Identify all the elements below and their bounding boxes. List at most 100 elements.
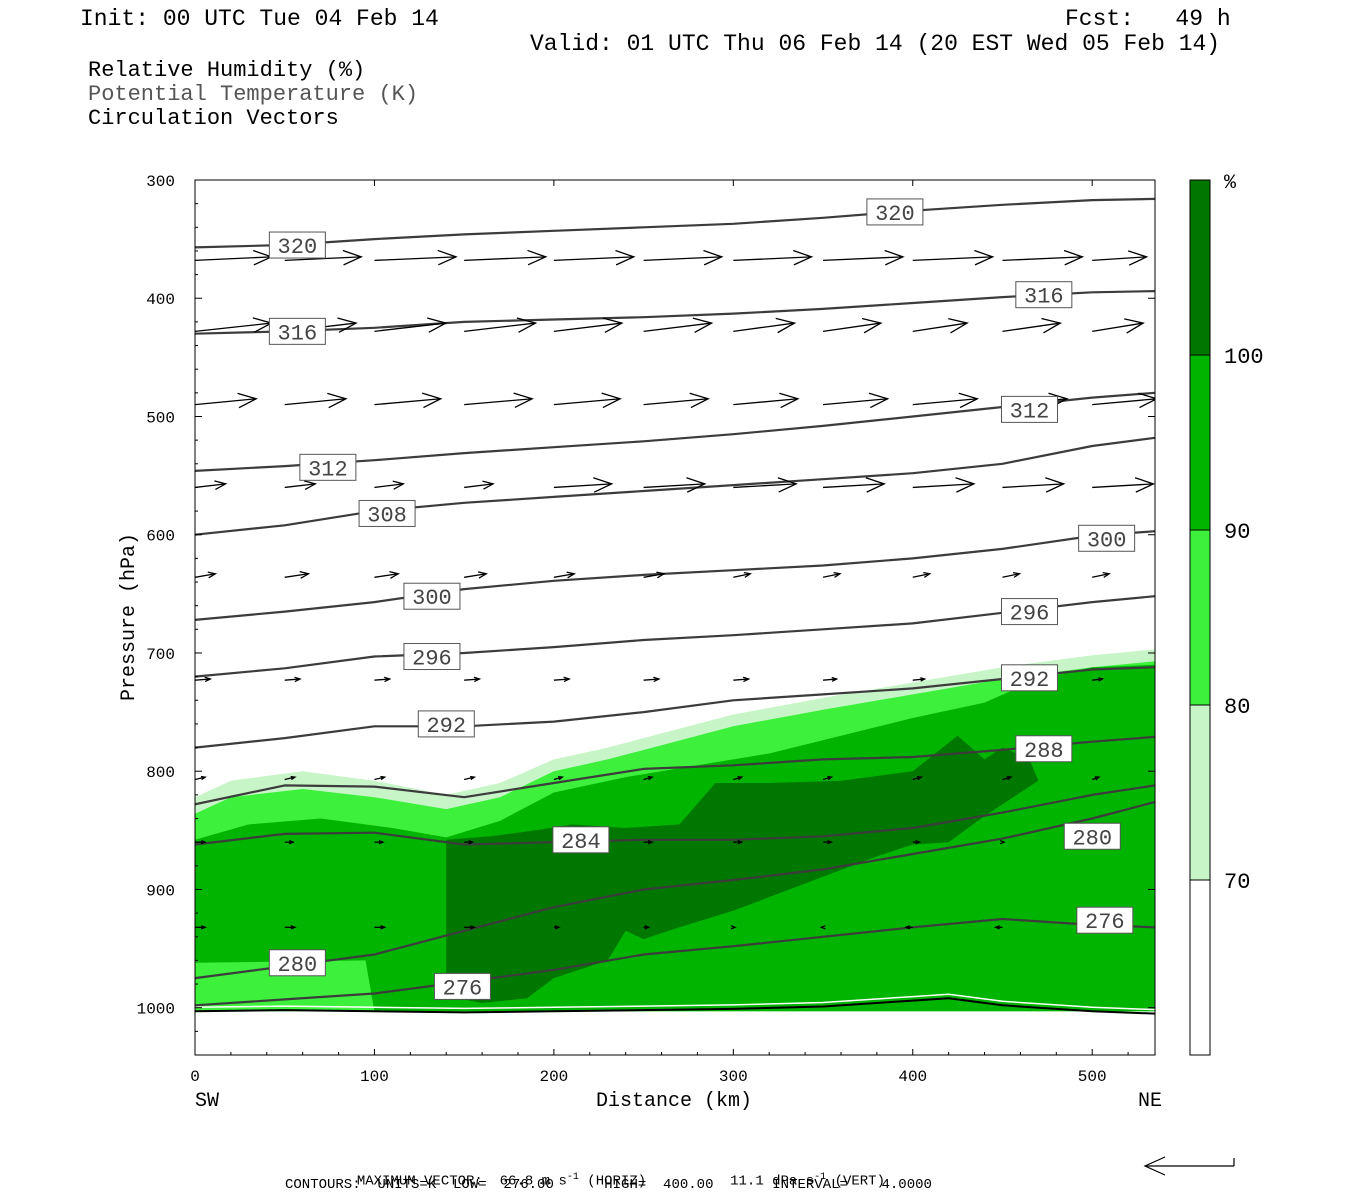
contour-label-box bbox=[552, 826, 610, 854]
vector-arrowhead bbox=[426, 317, 448, 333]
vector-arrowhead bbox=[1127, 250, 1149, 266]
contour-label-box bbox=[1015, 281, 1073, 309]
vector-arrowhead bbox=[692, 317, 714, 333]
vector-arrow bbox=[195, 483, 226, 489]
contour-label: 288 bbox=[1024, 739, 1064, 764]
contour-label: 320 bbox=[278, 235, 318, 260]
vector-arrowhead bbox=[1094, 776, 1101, 781]
contour-label: 284 bbox=[561, 830, 601, 855]
vector-arrowhead bbox=[470, 925, 477, 930]
y-tick-label: 300 bbox=[146, 173, 175, 191]
contour-label: 312 bbox=[308, 457, 348, 482]
vector-arrow bbox=[284, 678, 301, 681]
vector-arrowhead bbox=[703, 249, 724, 266]
circulation-vectors bbox=[195, 249, 1155, 930]
contour-label: 316 bbox=[1024, 285, 1064, 310]
vector-arrowhead bbox=[214, 480, 228, 490]
contour-label-box bbox=[268, 231, 326, 259]
y-tick-label: 800 bbox=[146, 764, 175, 782]
colorbar-segment bbox=[1190, 705, 1210, 880]
contour-label-box bbox=[866, 198, 924, 226]
vector-arrowhead bbox=[1098, 677, 1105, 682]
vector-arrow bbox=[1092, 573, 1110, 578]
vector-arrow bbox=[822, 483, 885, 489]
vector-arrow bbox=[1002, 256, 1083, 262]
x-end-label-ne: NE bbox=[1138, 1090, 1162, 1113]
vector-arrow bbox=[464, 678, 480, 681]
vector-arrowhead bbox=[601, 392, 622, 409]
vector-arrow bbox=[374, 483, 404, 489]
vector-arrow bbox=[643, 678, 659, 681]
max-vector-vert: 11.1 dPa s bbox=[730, 1173, 815, 1190]
axes: 0 100 200 300 400 500 300 400 500 600 700 800 900 100… bbox=[137, 173, 1155, 1086]
x-tick-label: 400 bbox=[898, 1068, 927, 1086]
vector-arrowhead bbox=[1063, 249, 1085, 266]
vector-arrow bbox=[374, 573, 399, 578]
vector-arrow bbox=[643, 322, 712, 332]
vector-arrow bbox=[284, 398, 346, 406]
valid-time: Valid: 01 UTC Thu 06 Feb 14 (20 EST Wed … bbox=[530, 31, 1221, 57]
contour-label-box bbox=[403, 643, 461, 671]
vector-arrowhead bbox=[527, 249, 548, 266]
contour-label: 320 bbox=[875, 202, 915, 227]
vector-arrowhead bbox=[827, 839, 834, 845]
vector-arrow bbox=[195, 398, 257, 406]
vector-arrow bbox=[733, 398, 798, 406]
colorbar-label: 100 bbox=[1224, 345, 1264, 370]
legend-relative-humidity: Relative Humidity (%) bbox=[88, 58, 366, 83]
vector-arrow bbox=[822, 322, 881, 332]
contour-label: 292 bbox=[426, 714, 466, 739]
contours-info: CONTOURS: UNITS=K LOW= 276.00 HIGH= 400.… bbox=[285, 1177, 932, 1193]
vector-arrow bbox=[912, 678, 925, 681]
contour-label: 300 bbox=[412, 586, 452, 611]
y-tick-label: 500 bbox=[146, 409, 175, 427]
plot-frame bbox=[194, 179, 1156, 1056]
contour-label-box bbox=[1078, 524, 1136, 552]
vector-arrowhead bbox=[920, 677, 927, 682]
x-tick-label: 100 bbox=[360, 1068, 389, 1086]
vector-arrowhead bbox=[299, 571, 311, 579]
vector-arrowhead bbox=[207, 571, 218, 579]
vector-arrowhead bbox=[389, 571, 400, 579]
vector-arrowhead bbox=[290, 925, 297, 930]
vector-arrowhead bbox=[1041, 317, 1063, 334]
y-axis-label: Pressure (hPa) bbox=[118, 533, 141, 701]
vector-arrow bbox=[1092, 398, 1155, 406]
vector-arrow bbox=[733, 573, 751, 578]
vector-arrowhead bbox=[993, 925, 1000, 930]
vector-arrowhead bbox=[827, 776, 834, 781]
rh-region-100 bbox=[446, 735, 1039, 1003]
vector-arrow bbox=[912, 398, 978, 406]
vector-arrow bbox=[1002, 483, 1064, 489]
vector-arrow bbox=[1002, 573, 1020, 578]
vector-arrow bbox=[195, 322, 272, 332]
contour-label: 312 bbox=[1010, 399, 1050, 424]
forecast-hour: Fcst: 49 h bbox=[1065, 6, 1231, 32]
vector-arrowhead bbox=[1006, 776, 1013, 781]
vector-arrowhead bbox=[792, 249, 814, 266]
vector-arrowhead bbox=[653, 676, 661, 683]
vector-arrow bbox=[284, 256, 362, 262]
contour-label: 280 bbox=[1072, 826, 1112, 851]
vector-arrow bbox=[553, 573, 575, 578]
vector-arrowhead bbox=[337, 317, 358, 333]
theta-contour-300 bbox=[195, 530, 1155, 621]
vector-arrowhead bbox=[656, 571, 666, 579]
contour-label-box bbox=[1000, 395, 1058, 423]
vector-arrowhead bbox=[923, 571, 932, 578]
vector-arrowhead bbox=[566, 571, 577, 579]
vector-arrowhead bbox=[948, 318, 969, 334]
contour-label-box bbox=[403, 582, 461, 610]
vector-arrow bbox=[553, 678, 570, 681]
vector-arrowhead bbox=[558, 776, 565, 781]
vector-arrowhead bbox=[477, 571, 488, 579]
contour-labels: 320 320 316 316 312 312 308 300 300 296 296 292 292 2… bbox=[268, 198, 1136, 1001]
vector-arrowhead bbox=[861, 317, 883, 334]
vector-arrowhead bbox=[513, 392, 534, 409]
vector-arrowhead bbox=[955, 477, 976, 493]
vector-arrow bbox=[1092, 483, 1154, 489]
vector-arrowhead bbox=[730, 925, 737, 930]
vector-arrowhead bbox=[602, 317, 624, 333]
vector-arrow bbox=[643, 256, 722, 262]
